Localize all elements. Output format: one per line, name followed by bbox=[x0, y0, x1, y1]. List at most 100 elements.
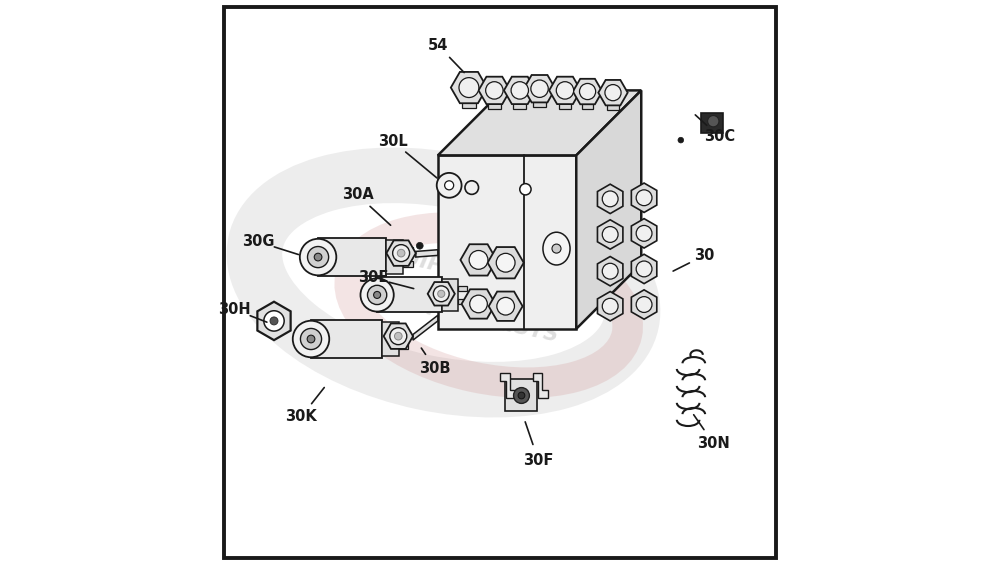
Polygon shape bbox=[399, 343, 408, 349]
Circle shape bbox=[708, 116, 719, 127]
Circle shape bbox=[394, 332, 402, 340]
Circle shape bbox=[459, 77, 479, 98]
Polygon shape bbox=[399, 329, 408, 335]
Polygon shape bbox=[438, 90, 641, 155]
Circle shape bbox=[307, 335, 315, 343]
Text: 54: 54 bbox=[428, 38, 448, 53]
Circle shape bbox=[270, 317, 278, 325]
Ellipse shape bbox=[543, 232, 570, 265]
Polygon shape bbox=[559, 95, 571, 109]
Polygon shape bbox=[488, 95, 501, 109]
Circle shape bbox=[602, 227, 618, 242]
Polygon shape bbox=[458, 299, 467, 304]
Polygon shape bbox=[462, 289, 495, 319]
Polygon shape bbox=[489, 292, 523, 321]
Polygon shape bbox=[442, 279, 458, 311]
Polygon shape bbox=[318, 238, 386, 276]
Polygon shape bbox=[597, 220, 623, 249]
Polygon shape bbox=[549, 77, 581, 104]
Polygon shape bbox=[451, 72, 487, 103]
Polygon shape bbox=[631, 183, 657, 212]
Polygon shape bbox=[598, 80, 628, 106]
Polygon shape bbox=[533, 373, 548, 398]
Circle shape bbox=[390, 328, 407, 345]
Polygon shape bbox=[488, 247, 524, 279]
Polygon shape bbox=[513, 95, 526, 109]
Polygon shape bbox=[500, 373, 516, 398]
Circle shape bbox=[636, 190, 652, 206]
Polygon shape bbox=[631, 254, 657, 284]
Circle shape bbox=[470, 295, 487, 313]
Polygon shape bbox=[460, 244, 497, 276]
Polygon shape bbox=[582, 96, 593, 109]
Circle shape bbox=[367, 285, 387, 305]
Circle shape bbox=[314, 253, 322, 261]
Polygon shape bbox=[438, 155, 576, 329]
Polygon shape bbox=[386, 240, 403, 275]
Text: 30F: 30F bbox=[523, 453, 554, 468]
Text: SPECIALISTS: SPECIALISTS bbox=[411, 295, 561, 346]
Circle shape bbox=[678, 137, 684, 143]
Circle shape bbox=[602, 191, 618, 207]
Polygon shape bbox=[607, 97, 619, 110]
Polygon shape bbox=[311, 320, 382, 358]
Polygon shape bbox=[597, 292, 623, 321]
Polygon shape bbox=[416, 250, 438, 257]
Circle shape bbox=[293, 321, 329, 357]
Circle shape bbox=[445, 181, 454, 190]
Circle shape bbox=[511, 82, 528, 99]
Circle shape bbox=[300, 328, 322, 350]
Polygon shape bbox=[576, 90, 641, 329]
Polygon shape bbox=[533, 93, 546, 107]
Text: 30H: 30H bbox=[218, 302, 251, 317]
Circle shape bbox=[438, 290, 445, 297]
Text: 30A: 30A bbox=[342, 188, 373, 202]
Circle shape bbox=[636, 261, 652, 277]
Text: 30: 30 bbox=[694, 248, 715, 263]
Circle shape bbox=[520, 184, 531, 195]
Circle shape bbox=[397, 249, 405, 257]
Polygon shape bbox=[504, 77, 536, 104]
Polygon shape bbox=[597, 257, 623, 286]
Text: 30C: 30C bbox=[704, 129, 735, 144]
Text: 30K: 30K bbox=[285, 410, 317, 424]
Circle shape bbox=[556, 82, 574, 99]
Polygon shape bbox=[524, 75, 555, 102]
Circle shape bbox=[416, 242, 423, 249]
Polygon shape bbox=[413, 315, 438, 340]
Polygon shape bbox=[631, 219, 657, 248]
Circle shape bbox=[264, 311, 284, 331]
Circle shape bbox=[433, 286, 449, 302]
Bar bbox=[505, 379, 537, 411]
Polygon shape bbox=[428, 282, 455, 306]
Polygon shape bbox=[597, 184, 623, 214]
Polygon shape bbox=[386, 240, 416, 266]
Polygon shape bbox=[403, 261, 413, 267]
Circle shape bbox=[518, 392, 525, 399]
Text: 30B: 30B bbox=[419, 361, 451, 376]
Polygon shape bbox=[458, 286, 467, 291]
Polygon shape bbox=[382, 321, 399, 357]
Circle shape bbox=[552, 244, 561, 253]
Polygon shape bbox=[573, 79, 602, 105]
Bar bbox=[701, 113, 723, 133]
Circle shape bbox=[486, 82, 503, 99]
Text: 30N: 30N bbox=[697, 436, 730, 451]
Circle shape bbox=[602, 298, 618, 314]
Polygon shape bbox=[257, 302, 291, 340]
Circle shape bbox=[469, 250, 488, 270]
Text: 30G: 30G bbox=[242, 234, 274, 249]
Text: EQUIPMENT: EQUIPMENT bbox=[371, 241, 511, 290]
Circle shape bbox=[496, 253, 515, 272]
Polygon shape bbox=[377, 277, 442, 312]
Circle shape bbox=[360, 279, 394, 311]
Polygon shape bbox=[403, 247, 413, 253]
Circle shape bbox=[374, 292, 381, 298]
Circle shape bbox=[465, 181, 479, 194]
Circle shape bbox=[579, 84, 596, 99]
Circle shape bbox=[393, 245, 410, 262]
Circle shape bbox=[605, 85, 621, 101]
Polygon shape bbox=[631, 290, 657, 319]
Polygon shape bbox=[462, 93, 476, 108]
Circle shape bbox=[300, 239, 336, 275]
